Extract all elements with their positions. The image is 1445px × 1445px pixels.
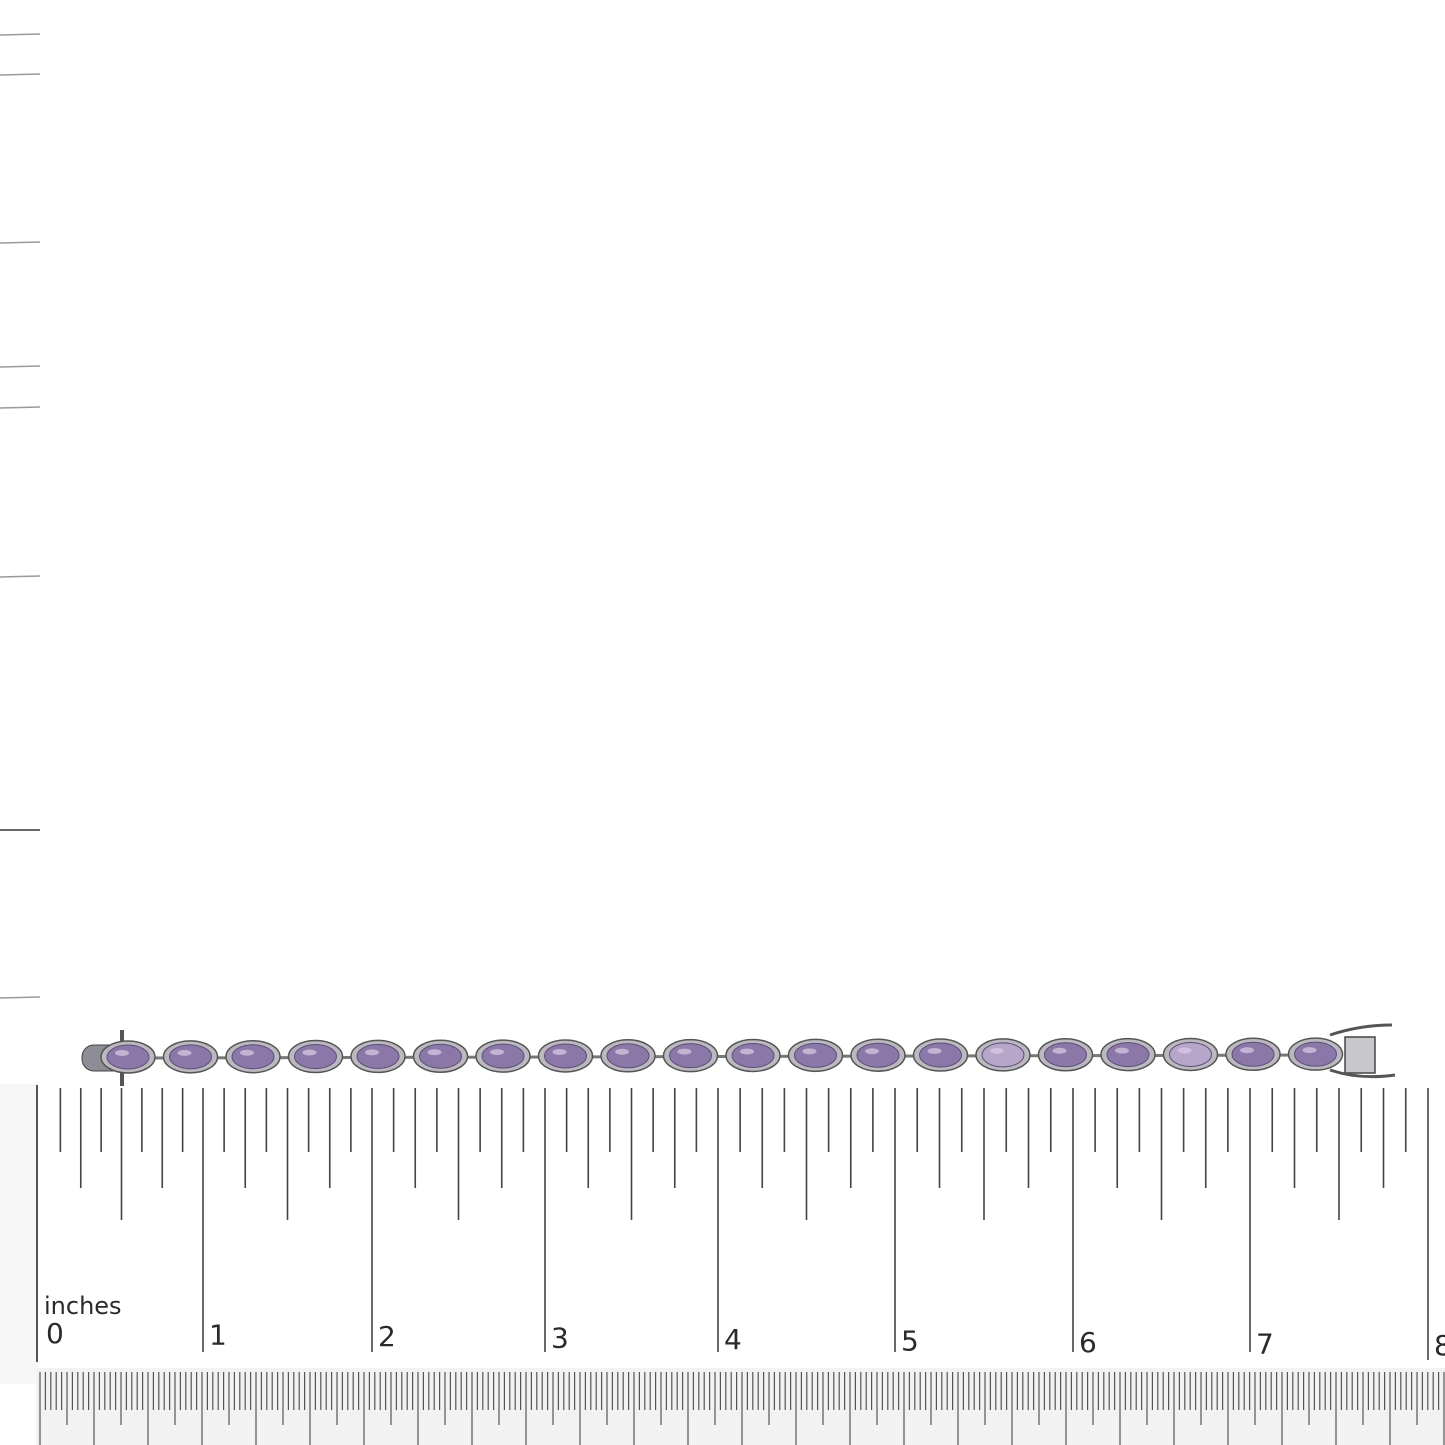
stone [1231,1041,1275,1067]
unit-label: inches [44,1292,122,1320]
stone [794,1042,837,1068]
stone [919,1042,962,1068]
stone [606,1043,650,1069]
stone-shine [865,1048,879,1055]
stone [106,1044,150,1070]
stone-shine [1115,1047,1129,1054]
stone-shine [990,1047,1004,1054]
stone [731,1043,775,1068]
inch-label: 7 [1256,1328,1274,1361]
fine-ticks [39,1372,1445,1445]
edge-mark [0,575,41,578]
stone-shine [677,1048,692,1055]
inch-labels: 0 1 2 3 4 5 6 7 8 [46,1317,1445,1362]
stone [356,1043,400,1069]
edge-marks [0,33,41,999]
inch-label: 3 [551,1322,569,1355]
inch-label: 6 [1079,1326,1097,1359]
stone-shine [552,1048,567,1055]
inch-label: 4 [724,1323,742,1356]
stone [1169,1041,1212,1067]
stone-shine [1052,1047,1067,1054]
ruler-margin [0,1084,38,1384]
stone [169,1044,212,1070]
stone-shine [427,1049,442,1056]
ruler-ticks [59,1088,1429,1360]
edge-mark [0,365,41,368]
inch-label: 8 [1434,1329,1445,1362]
stone [1106,1042,1150,1068]
stone-shine [1302,1047,1317,1054]
stone [669,1043,712,1069]
edge-mark [0,33,41,36]
stone-shine [177,1049,192,1056]
stone [419,1043,462,1069]
inch-label: 1 [209,1319,227,1352]
edge-mark [0,406,41,409]
stone [981,1042,1025,1068]
stone-shine [802,1048,817,1055]
bracelet [81,1023,1396,1086]
edge-mark [0,996,41,999]
fine-ruler [36,1368,1445,1445]
stone-shine [240,1049,254,1056]
stone-shine [365,1049,379,1056]
stone [544,1043,587,1069]
stone [481,1043,525,1069]
inch-label: 5 [901,1325,919,1358]
stone-shine [302,1049,317,1056]
stone-shine [490,1049,504,1056]
stone [856,1042,900,1068]
stone-shine [740,1048,754,1055]
box-clasp [1344,1036,1376,1074]
stone [231,1044,275,1070]
stone [1294,1041,1337,1067]
stone [294,1044,337,1070]
stone [1044,1042,1087,1068]
clasp-lever [1329,1023,1396,1079]
stone-shine [927,1048,942,1055]
inch-label: 2 [378,1320,396,1353]
stone-shine [115,1050,129,1056]
stone-shine [1240,1047,1254,1054]
edge-mark [0,241,41,244]
inch-label: 0 [46,1317,64,1350]
stone-shine [1177,1047,1192,1054]
edge-mark [0,73,41,76]
stone-shine [615,1048,629,1055]
